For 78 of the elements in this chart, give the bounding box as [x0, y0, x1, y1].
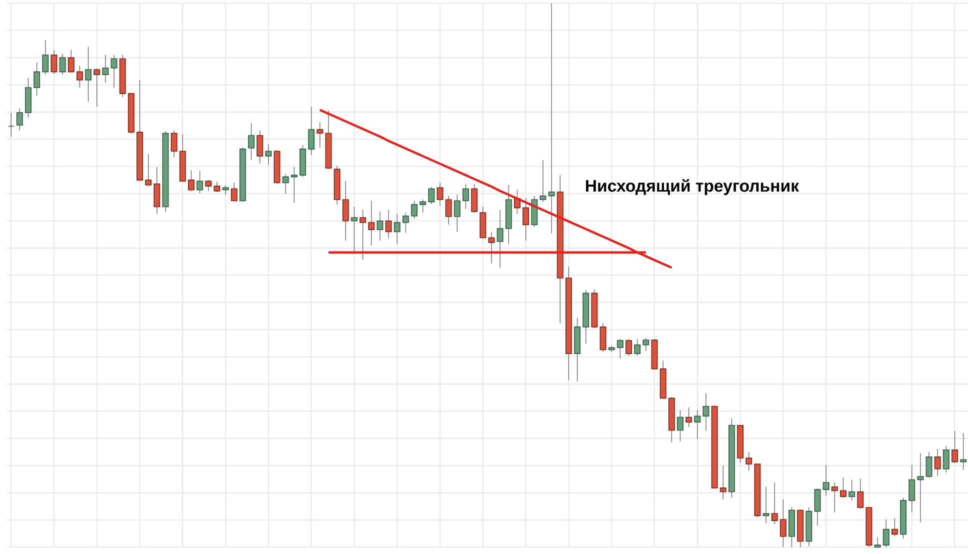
candlestick: [282, 174, 289, 194]
candlestick: [926, 452, 932, 478]
candlestick: [94, 68, 100, 107]
candlestick: [942, 446, 950, 474]
candlestick: [316, 122, 324, 148]
candlestick: [694, 410, 701, 440]
candlestick: [394, 213, 400, 244]
candlestick: [16, 108, 23, 131]
candlestick: [462, 184, 469, 210]
candlestick: [68, 50, 74, 72]
candlestick: [934, 448, 941, 476]
candlestick: [8, 112, 14, 137]
candlestick: [917, 452, 924, 523]
candlestick: [814, 488, 821, 526]
candlestick: [351, 206, 358, 252]
candlestick: [110, 54, 118, 88]
candlestick: [600, 322, 606, 352]
candlestick: [50, 50, 58, 74]
candlestick: [360, 210, 366, 260]
candlestick: [848, 479, 856, 501]
candlestick: [454, 194, 460, 232]
candlestick: [762, 486, 770, 524]
candlestick: [385, 210, 392, 239]
candlestick: [746, 452, 752, 471]
candlestick: [368, 200, 375, 246]
candlestick: [616, 338, 624, 359]
candlestick: [686, 407, 692, 428]
candlestick: [642, 337, 650, 352]
candlestick: [188, 170, 194, 192]
candlestick: [428, 186, 435, 204]
candlestick: [59, 54, 66, 75]
candlestick: [248, 123, 255, 160]
candlestick: [908, 464, 916, 513]
candlestick: [720, 465, 726, 500]
candlestick: [522, 198, 530, 241]
candlestick: [411, 200, 418, 220]
candlestick: [548, 2, 555, 234]
candlestick: [214, 181, 220, 192]
candlestick: [634, 338, 641, 356]
candlestick: [145, 154, 152, 186]
candlestick: [402, 212, 409, 234]
candlestick: [170, 130, 178, 158]
candlestick: [471, 184, 478, 214]
candlestick: [891, 518, 898, 537]
candlestick: [265, 144, 272, 166]
candlestick: [222, 184, 229, 196]
candlestick: [840, 477, 846, 498]
candlestick: [488, 231, 495, 264]
candlestick: [420, 199, 426, 214]
candlestick: [445, 195, 452, 226]
candlestick: [952, 430, 958, 464]
candlestick: [342, 180, 349, 241]
candlestick: [626, 338, 632, 356]
candlestick: [780, 499, 786, 548]
candlestick: [85, 46, 92, 102]
candlestick: [76, 65, 83, 88]
candlestick: [882, 519, 890, 548]
candlestick: [496, 210, 504, 269]
candlestick: [256, 130, 264, 164]
candlestick: [230, 182, 238, 202]
candlestick: [436, 182, 444, 206]
candlestick: [831, 482, 838, 513]
candlestick: [205, 180, 212, 192]
candlestick: [822, 464, 830, 496]
candlestick: [308, 106, 315, 156]
candlestick: [874, 537, 881, 548]
candlestick: [42, 40, 49, 75]
candlestick: [677, 410, 684, 442]
candlestick: [771, 482, 778, 525]
candlestick: [34, 62, 40, 96]
candlestick: [702, 392, 710, 432]
candlestick: [102, 54, 109, 84]
annotation: Нисходящий треугольник: [586, 179, 800, 196]
candlestick: [376, 211, 384, 241]
candlestick: [196, 170, 204, 194]
candlestick: [154, 166, 160, 214]
candlestick: [540, 160, 546, 202]
candlestick: [857, 478, 864, 509]
